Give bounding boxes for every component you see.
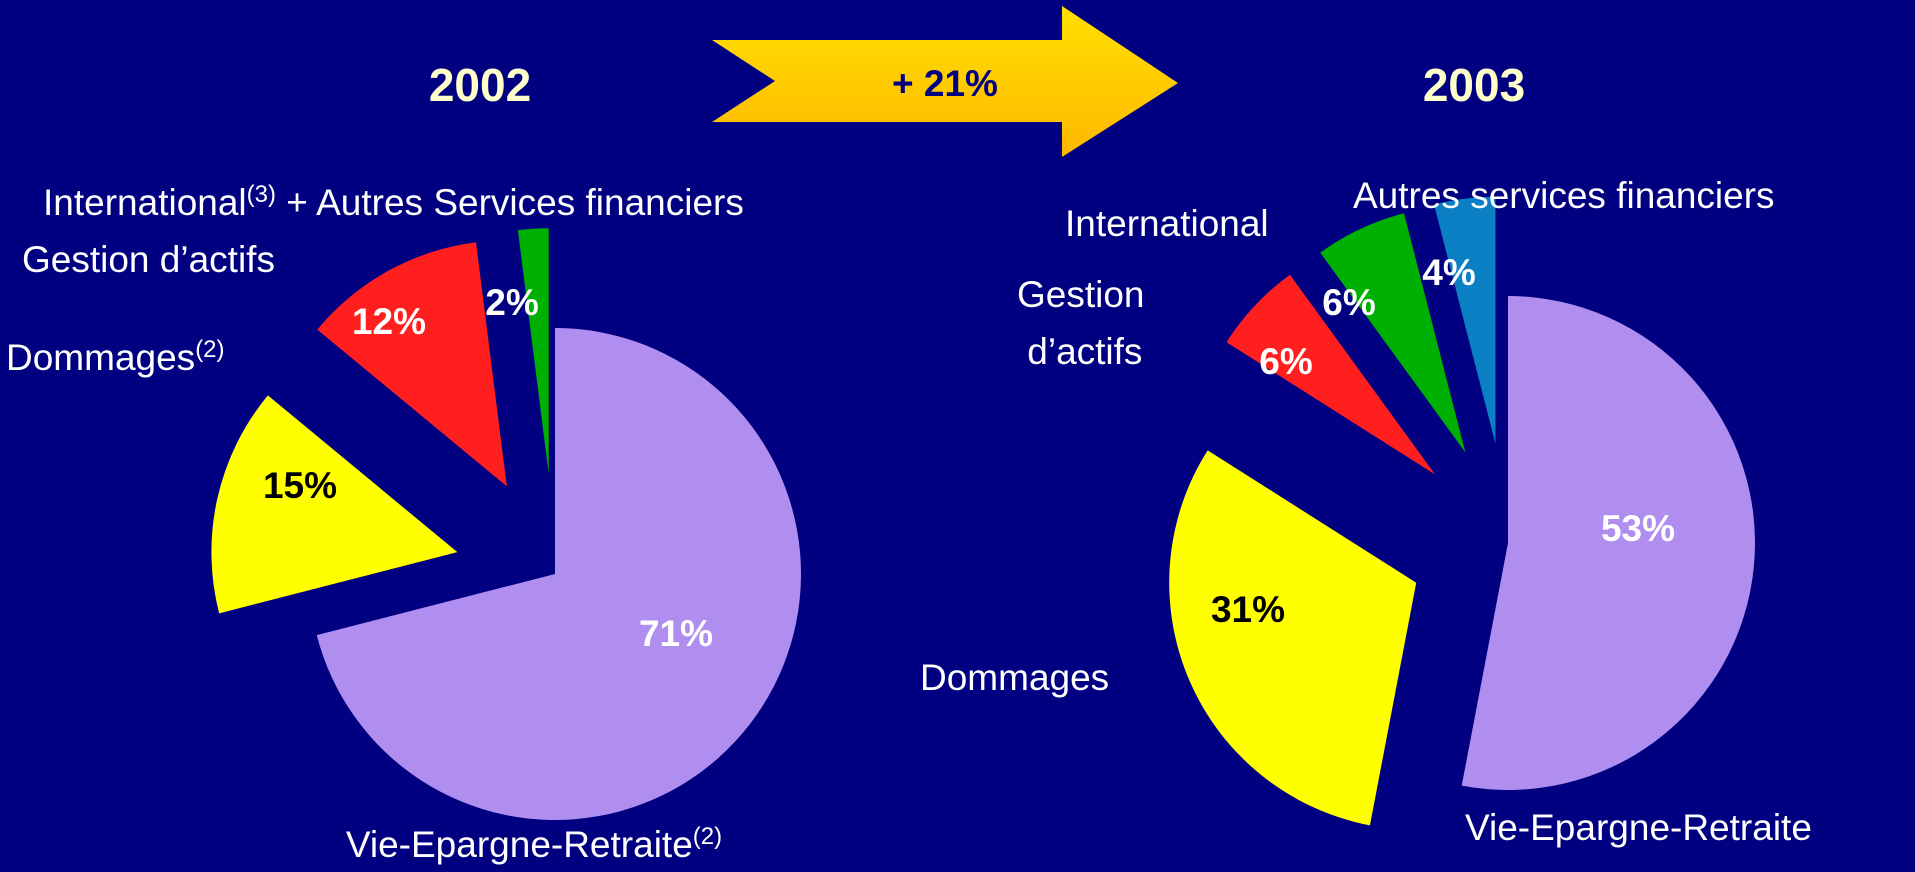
chart-title: 2003 <box>1423 59 1525 111</box>
category-label: Vie-Epargne-Retraite <box>1465 807 1812 848</box>
chart-title: 2002 <box>429 59 531 111</box>
category-label: International <box>1065 203 1269 244</box>
arrow-label: + 21% <box>892 63 998 104</box>
value-label: 4% <box>1422 252 1475 293</box>
value-label: 31% <box>1211 589 1285 630</box>
growth-arrow <box>712 6 1178 157</box>
pie-slice <box>1169 450 1417 826</box>
pie-slice <box>316 328 801 820</box>
value-label: 2% <box>485 282 538 323</box>
value-label: 12% <box>352 301 426 342</box>
category-label: Vie-Epargne-Retraite(2) <box>346 823 722 865</box>
category-label: Autres services financiers <box>1353 175 1775 216</box>
pie-slice <box>1461 296 1755 790</box>
value-label: 6% <box>1322 282 1375 323</box>
pie-slice <box>517 228 549 475</box>
value-label: 53% <box>1601 508 1675 549</box>
category-label: Gestion d’actifs <box>22 239 275 280</box>
pie-slice <box>1434 196 1496 444</box>
category-label: Dommages <box>920 657 1109 698</box>
value-label: 6% <box>1259 341 1312 382</box>
category-label: Dommages(2) <box>6 336 225 378</box>
category-label: Gestion d’actifs <box>1017 274 1145 372</box>
pie-slice <box>211 395 458 614</box>
pie-slice <box>317 242 507 487</box>
pie-slice <box>1320 213 1466 453</box>
value-label: 15% <box>263 465 337 506</box>
value-label: 71% <box>639 613 713 654</box>
pie-slice <box>1226 274 1436 475</box>
category-label: International(3) + Autres Services finan… <box>43 181 744 223</box>
